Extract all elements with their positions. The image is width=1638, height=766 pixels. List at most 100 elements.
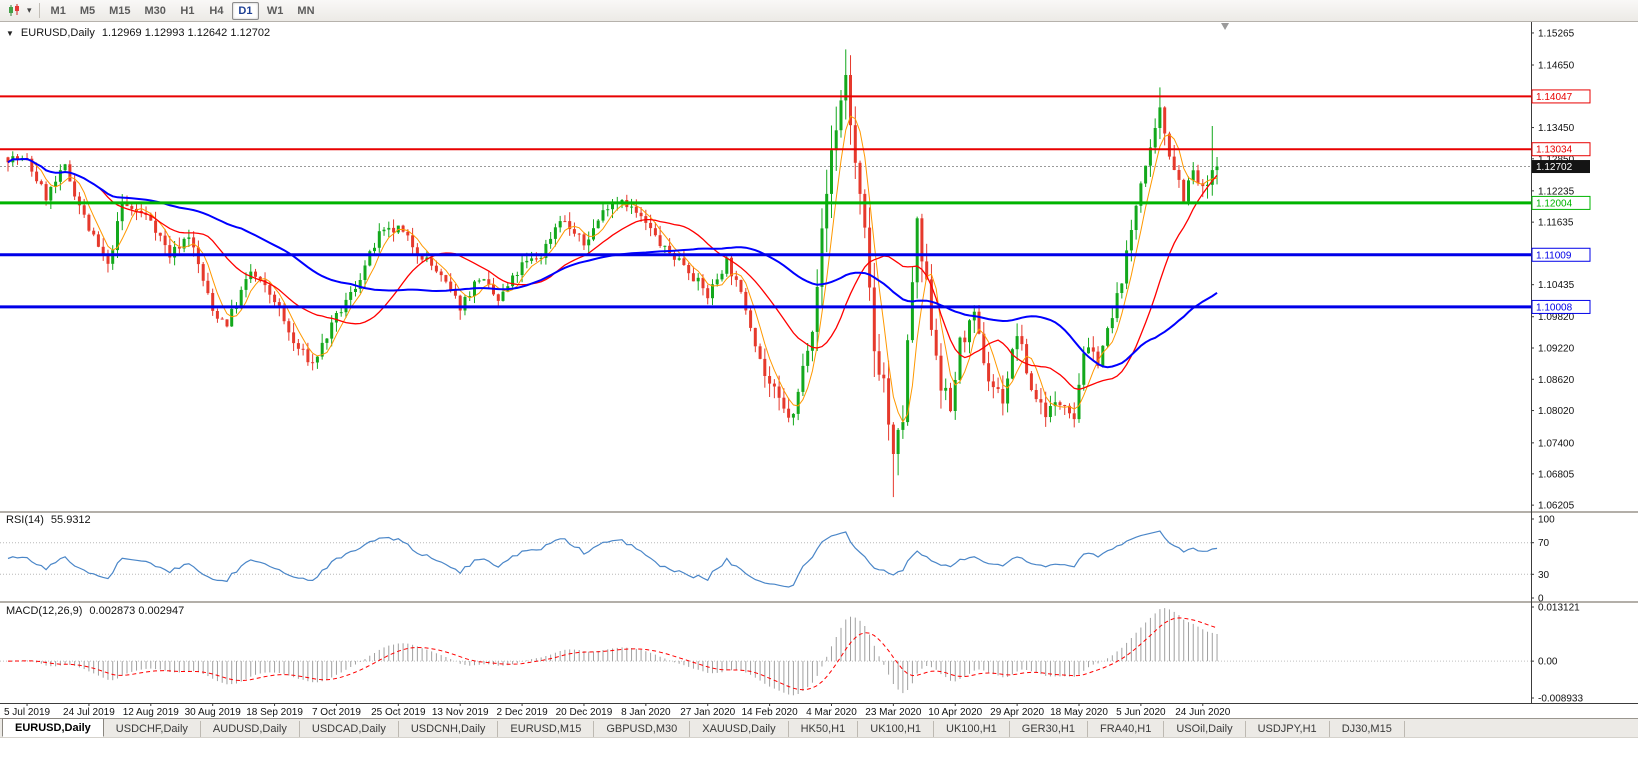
panel-divider-macd[interactable] bbox=[0, 601, 1638, 603]
svg-text:1.11009: 1.11009 bbox=[1536, 250, 1572, 261]
svg-text:1.13450: 1.13450 bbox=[1538, 123, 1575, 134]
chart-area: 1.15265 1.14650 1.13450 1.12850 1.12235 1.116… bbox=[0, 22, 1638, 718]
svg-text:0.00: 0.00 bbox=[1538, 657, 1558, 668]
svg-text:30: 30 bbox=[1538, 570, 1550, 581]
svg-text:8 Jan 2020: 8 Jan 2020 bbox=[621, 707, 671, 718]
svg-text:23 Mar 2020: 23 Mar 2020 bbox=[865, 707, 922, 718]
svg-text:1.07400: 1.07400 bbox=[1538, 438, 1575, 449]
chart-menu-dropdown-icon[interactable]: ▾ bbox=[27, 5, 32, 15]
svg-text:1.10435: 1.10435 bbox=[1538, 280, 1575, 291]
svg-text:1.13034: 1.13034 bbox=[1536, 145, 1573, 156]
svg-text:1.06205: 1.06205 bbox=[1538, 501, 1575, 512]
svg-text:1.08620: 1.08620 bbox=[1538, 375, 1575, 386]
svg-text:100: 100 bbox=[1538, 515, 1555, 526]
tab-uk100-h1[interactable]: UK100,H1 bbox=[858, 721, 935, 737]
svg-text:0: 0 bbox=[1538, 594, 1544, 605]
svg-text:-0.008933: -0.008933 bbox=[1538, 694, 1583, 705]
timeframe-button-h1[interactable]: H1 bbox=[180, 4, 195, 17]
svg-text:0.013121: 0.013121 bbox=[1538, 603, 1580, 614]
timeframe-toolbar: ▾ M1 M5 M15 M30 H1 H4 D1 W1 MN bbox=[0, 0, 1638, 22]
timeframe-buttons: M1 M5 M15 M30 H1 H4 D1 W1 MN bbox=[45, 1, 321, 20]
svg-text:24 Jul 2019: 24 Jul 2019 bbox=[63, 707, 115, 718]
timeframe-button-mn[interactable]: MN bbox=[297, 4, 315, 17]
svg-text:1.09820: 1.09820 bbox=[1538, 312, 1575, 323]
chart-tabbar: EURUSD,Daily USDCHF,Daily AUDUSD,Daily USDC… bbox=[0, 718, 1638, 737]
tab-fra40-h1[interactable]: FRA40,H1 bbox=[1088, 721, 1165, 737]
bottom-strip bbox=[0, 737, 1638, 766]
svg-text:1.14047: 1.14047 bbox=[1536, 92, 1573, 103]
tab-usdcnh-daily[interactable]: USDCNH,Daily bbox=[399, 721, 499, 737]
svg-text:1.14650: 1.14650 bbox=[1538, 61, 1575, 72]
hline-price-tag bbox=[1531, 195, 1591, 210]
panel-divider-rsi[interactable] bbox=[0, 511, 1638, 513]
timeframe-button-m15[interactable]: M15 bbox=[109, 4, 131, 17]
svg-text:1.12235: 1.12235 bbox=[1538, 186, 1575, 197]
macd-histogram bbox=[12, 608, 1218, 696]
timeframe-button-m5[interactable]: M5 bbox=[79, 4, 96, 17]
svg-text:5 Jun 2020: 5 Jun 2020 bbox=[1116, 707, 1166, 718]
tab-uk100-h1[interactable]: UK100,H1 bbox=[934, 721, 1010, 737]
tab-usdjpy-h1[interactable]: USDJPY,H1 bbox=[1246, 721, 1330, 737]
timeframe-button-d1[interactable]: D1 bbox=[231, 1, 259, 20]
svg-text:1.08020: 1.08020 bbox=[1538, 406, 1575, 417]
tab-hk50-h1[interactable]: HK50,H1 bbox=[789, 721, 859, 737]
svg-text:18 May 2020: 18 May 2020 bbox=[1050, 707, 1108, 718]
svg-text:27 Jan 2020: 27 Jan 2020 bbox=[680, 707, 735, 718]
svg-text:10 Apr 2020: 10 Apr 2020 bbox=[928, 707, 982, 718]
hline-price-tag bbox=[1531, 142, 1591, 157]
svg-text:30 Aug 2019: 30 Aug 2019 bbox=[185, 707, 242, 718]
price-axis[interactable]: 1.15265 1.14650 1.13450 1.12850 1.12235 1.116… bbox=[0, 22, 1638, 705]
horizontal-lines[interactable] bbox=[0, 95, 1531, 309]
svg-text:2 Dec 2019: 2 Dec 2019 bbox=[497, 707, 549, 718]
hline-price-tag bbox=[1531, 299, 1591, 314]
svg-text:1.06805: 1.06805 bbox=[1538, 469, 1575, 480]
timeframe-button-h4[interactable]: H4 bbox=[209, 4, 224, 17]
svg-text:1.15265: 1.15265 bbox=[1538, 28, 1575, 39]
svg-text:1.11635: 1.11635 bbox=[1538, 218, 1574, 229]
svg-text:1.12004: 1.12004 bbox=[1536, 198, 1573, 209]
timeframe-button-w1[interactable]: W1 bbox=[266, 4, 284, 17]
svg-text:13 Nov 2019: 13 Nov 2019 bbox=[432, 707, 489, 718]
tab-ger30-h1[interactable]: GER30,H1 bbox=[1010, 721, 1088, 737]
svg-text:14 Feb 2020: 14 Feb 2020 bbox=[742, 707, 799, 718]
tab-xauusd-daily[interactable]: XAUUSD,Daily bbox=[690, 721, 789, 737]
chart-type-button[interactable] bbox=[4, 2, 25, 20]
tab-eurusd-daily[interactable]: EURUSD,Daily bbox=[2, 718, 104, 737]
timeframe-button-m30[interactable]: M30 bbox=[144, 4, 166, 17]
tab-usoil-daily[interactable]: USOil,Daily bbox=[1164, 721, 1246, 737]
toolbar-separator bbox=[38, 3, 40, 18]
svg-text:20 Dec 2019: 20 Dec 2019 bbox=[556, 707, 613, 718]
svg-text:5 Jul 2019: 5 Jul 2019 bbox=[4, 707, 51, 718]
svg-text:1.12850: 1.12850 bbox=[1538, 154, 1575, 165]
svg-text:18 Sep 2019: 18 Sep 2019 bbox=[246, 707, 303, 718]
tab-audusd-daily[interactable]: AUDUSD,Daily bbox=[201, 721, 300, 737]
svg-text:12 Aug 2019: 12 Aug 2019 bbox=[123, 707, 180, 718]
candlestick-chart-icon bbox=[9, 4, 19, 16]
svg-text:24 Jun 2020: 24 Jun 2020 bbox=[1175, 707, 1230, 718]
tab-eurusd-m15[interactable]: EURUSD,M15 bbox=[498, 721, 595, 737]
svg-text:1.12702: 1.12702 bbox=[1536, 162, 1573, 173]
svg-text:29 Apr 2020: 29 Apr 2020 bbox=[990, 707, 1044, 718]
tab-usdchf-daily[interactable]: USDCHF,Daily bbox=[104, 721, 201, 737]
timeframe-button-m1[interactable]: M1 bbox=[50, 4, 66, 17]
tab-usdcad-daily[interactable]: USDCAD,Daily bbox=[300, 721, 399, 737]
chart-canvas[interactable]: 1.15265 1.14650 1.13450 1.12850 1.12235 1.116… bbox=[0, 22, 1638, 718]
tab-dj30-m15[interactable]: DJ30,M15 bbox=[1330, 721, 1405, 737]
svg-text:1.09220: 1.09220 bbox=[1538, 344, 1575, 355]
collapse-arrow-icon[interactable]: ▼ bbox=[6, 28, 14, 38]
time-axis[interactable]: 5 Jul 2019 24 Jul 2019 12 Aug 2019 30 Aug 2… bbox=[4, 703, 1231, 718]
chart-shift-marker-icon[interactable] bbox=[1221, 23, 1230, 30]
tab-gbpusd-m30[interactable]: GBPUSD,M30 bbox=[594, 721, 691, 737]
svg-text:7 Oct 2019: 7 Oct 2019 bbox=[312, 707, 361, 718]
macd-panel[interactable] bbox=[0, 608, 1531, 696]
svg-text:70: 70 bbox=[1538, 538, 1550, 549]
rsi-panel[interactable] bbox=[0, 530, 1531, 588]
main-chart-panel[interactable] bbox=[0, 23, 1531, 498]
hline-price-tag bbox=[1531, 89, 1591, 104]
hline-price-tag bbox=[1531, 247, 1591, 262]
svg-text:1.10008: 1.10008 bbox=[1536, 302, 1573, 313]
svg-text:4 Mar 2020: 4 Mar 2020 bbox=[806, 707, 857, 718]
bid-price-tag bbox=[1532, 160, 1590, 174]
svg-text:25 Oct 2019: 25 Oct 2019 bbox=[371, 707, 426, 718]
